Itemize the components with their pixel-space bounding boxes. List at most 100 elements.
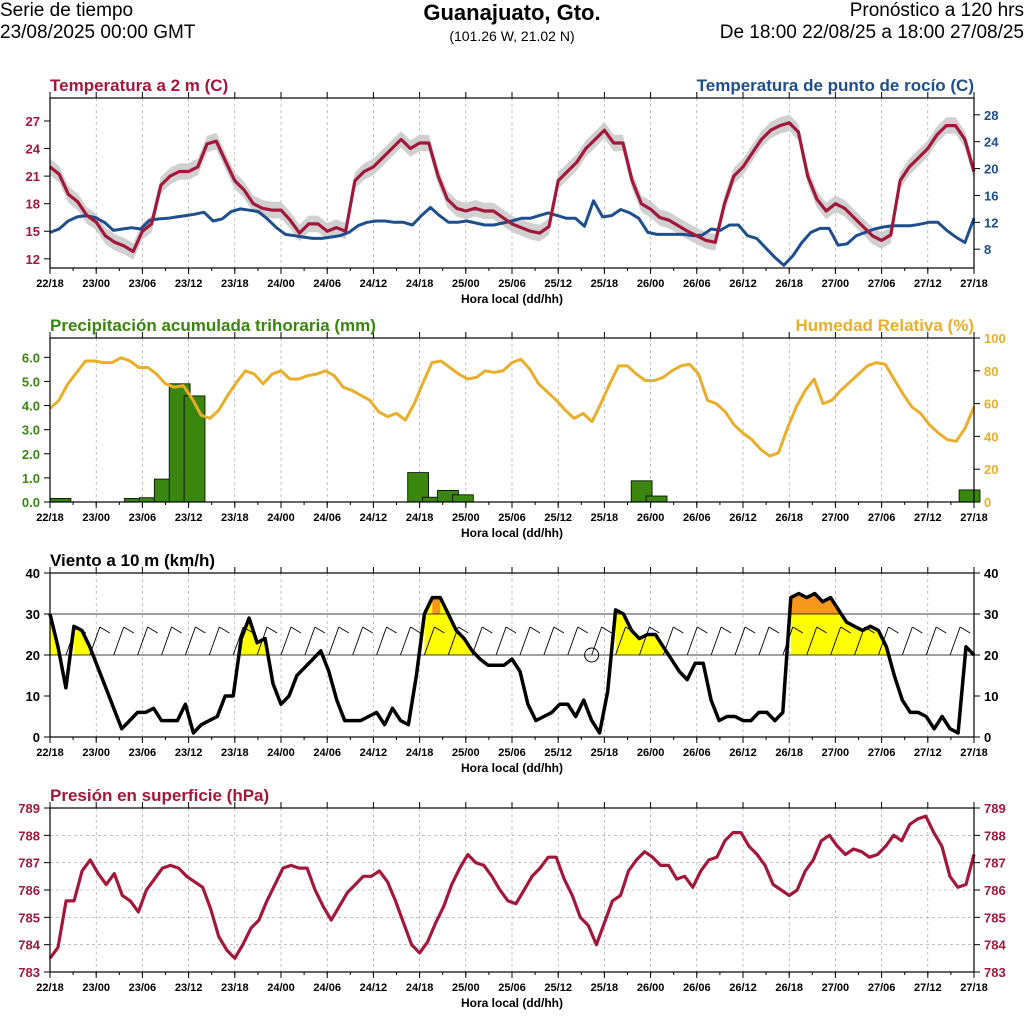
x-tick-label: 26/06 (683, 747, 711, 759)
wind-speed-line (48, 591, 976, 735)
x-tick-label: 27/06 (868, 278, 896, 290)
location-coords: (101.26 W, 21.02 N) (449, 28, 575, 44)
x-tick-label: 26/06 (683, 512, 711, 524)
x-tick-label: 26/12 (729, 982, 757, 994)
x-tick-label: 27/18 (960, 278, 988, 290)
wind-barb (113, 626, 125, 656)
precip-bar (645, 495, 668, 503)
y2-tick-label: 28 (984, 108, 998, 123)
y2-tick-label: 786 (984, 883, 1006, 898)
x-tick-label: 24/12 (360, 512, 388, 524)
x-tick-label: 26/12 (729, 747, 757, 759)
wind-barb (615, 626, 626, 656)
x-tick-label: 23/00 (82, 747, 110, 759)
wind-barb (734, 626, 746, 656)
panel-4: 22/18 23/00 23/06 23/12 23/18 24/00 24/06 24/12… (18, 786, 1006, 1010)
wind-barb-feather (195, 626, 206, 634)
wind-barb (161, 626, 172, 656)
y2-tick-label: 20 (984, 462, 998, 477)
y2-tick-label: 788 (984, 828, 1006, 843)
x-tick-label: 23/06 (129, 747, 157, 759)
x-tick-label: 27/12 (914, 512, 942, 524)
wind-barb-feather (744, 626, 756, 634)
x-tick-label: 27/12 (914, 982, 942, 994)
plot-frame (49, 572, 975, 738)
wind-barb-feather (219, 626, 230, 634)
x-tick-label: 25/12 (544, 747, 572, 759)
wind-fill-above-20 (241, 618, 266, 655)
x-tick-label: 22/18 (36, 512, 64, 524)
x-tick-label: 26/18 (775, 747, 803, 759)
y-tick-label: 20 (26, 648, 40, 663)
x-tick-label: 24/12 (360, 747, 388, 759)
x-tick-label: 25/18 (591, 747, 619, 759)
y2-tick-label: 40 (984, 566, 998, 581)
y2-tick-label: 8 (984, 242, 991, 257)
x-tick-label: 24/06 (313, 747, 341, 759)
x-tick-label: 26/00 (637, 512, 665, 524)
wind-barb (137, 626, 149, 656)
wind-barb (423, 626, 435, 656)
y-tick-label: 783 (18, 965, 40, 980)
y-tick-label: 27 (26, 114, 40, 129)
precip-bar (183, 395, 206, 503)
wind-barb (949, 626, 961, 656)
humidity-line (48, 356, 976, 458)
wind-fill-above-20 (73, 626, 90, 655)
wind-fill-above-20 (424, 597, 473, 655)
y-tick-label: 5.0 (22, 374, 40, 389)
x-tick-label: 25/12 (544, 278, 572, 290)
wind-barb-feather (673, 626, 684, 634)
x-tick-label: 24/18 (406, 278, 434, 290)
wind-barb (519, 626, 531, 656)
wind-barb (830, 626, 842, 656)
pressure-title: Presión en superficie (hPa) (50, 786, 269, 805)
x-tick-label: 22/18 (36, 278, 64, 290)
wind-barb-feather (266, 626, 278, 634)
y-tick-label: 2.0 (22, 447, 40, 462)
x-tick-label: 27/12 (914, 747, 942, 759)
precip-title: Precipitación acumulada trihoraria (mm) (50, 316, 376, 335)
y2-tick-label: 789 (984, 801, 1006, 816)
wind-barb-feather (553, 626, 565, 634)
x-tick-label: 25/06 (498, 512, 526, 524)
y-tick-label: 784 (18, 938, 40, 953)
wind-barb (543, 626, 555, 656)
pressure-line (48, 814, 976, 960)
y2-tick-label: 20 (984, 162, 998, 177)
x-tick-label: 23/00 (82, 512, 110, 524)
y2-tick-label: 12 (984, 215, 998, 230)
x-tick-label: 25/12 (544, 982, 572, 994)
location-title: Guanajuato, Gto. (423, 0, 601, 25)
wind-barb-feather (935, 626, 947, 634)
y2-tick-label: 24 (984, 135, 999, 150)
y-tick-label: 12 (26, 252, 40, 267)
wind-barb-feather (697, 626, 708, 634)
wind-barb (376, 626, 388, 656)
x-tick-label: 25/00 (452, 747, 480, 759)
wind-barb (567, 626, 579, 656)
wind-title: Viento a 10 m (km/h) (50, 551, 215, 570)
plot-frame (49, 807, 975, 973)
x-axis-label: Hora local (dd/hh) (461, 996, 563, 1010)
x-axis-label: Hora local (dd/hh) (461, 526, 563, 540)
wind-fill-above-20 (615, 609, 664, 655)
wind-calm-marker (584, 647, 600, 663)
y-tick-label: 789 (18, 801, 40, 816)
y-tick-label: 786 (18, 883, 40, 898)
wind-barb (208, 626, 220, 656)
x-tick-label: 24/18 (406, 747, 434, 759)
y-tick-label: 785 (18, 910, 40, 925)
wind-fill-above-30 (790, 593, 839, 614)
panel-1: 22/18 23/00 23/06 23/12 23/18 24/00 24/06 24/12… (26, 76, 1000, 306)
wind-barb-feather (362, 626, 373, 634)
y2-tick-label: 30 (984, 607, 998, 622)
wind-barb (806, 626, 818, 656)
x-tick-label: 26/06 (683, 982, 711, 994)
x-tick-label: 24/12 (360, 278, 388, 290)
x-tick-label: 26/18 (775, 512, 803, 524)
x-tick-label: 27/18 (960, 512, 988, 524)
x-tick-label: 27/00 (822, 512, 850, 524)
x-tick-label: 24/00 (267, 747, 295, 759)
x-tick-label: 23/06 (129, 278, 157, 290)
